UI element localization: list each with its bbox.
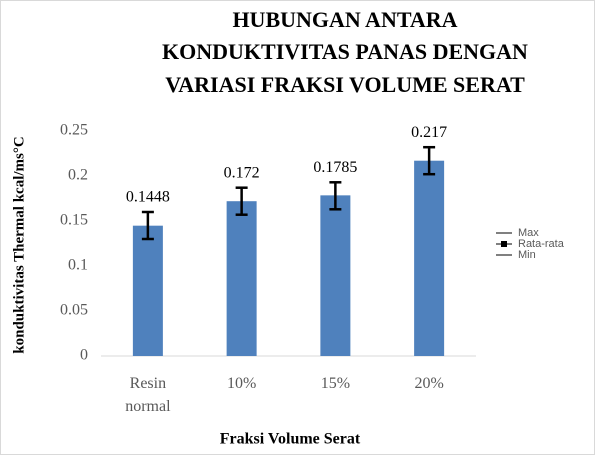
bar — [414, 160, 445, 356]
data-label: 0.172 — [224, 164, 260, 181]
x-tick-label: 15% — [320, 375, 351, 392]
legend-label: Rata-rata — [518, 238, 565, 250]
legend-label: Max — [518, 227, 539, 239]
x-tick-label: 10% — [226, 375, 257, 392]
data-label: 0.217 — [411, 124, 447, 141]
chart-title: VARIASI FRAKSI VOLUME SERAT — [165, 72, 525, 97]
x-tick-label: Resin normal — [125, 375, 171, 415]
y-tick-label: 0.15 — [60, 212, 88, 229]
chart-title: HUBUNGAN ANTARA — [232, 7, 457, 32]
x-tick-label: 20% — [414, 375, 444, 392]
data-label: 0.1448 — [126, 189, 170, 206]
y-tick-label: 0 — [80, 347, 88, 364]
bar — [132, 225, 163, 356]
bar — [320, 195, 351, 356]
bar — [226, 201, 257, 356]
y-tick-label: 0.05 — [60, 302, 88, 319]
y-tick-label: 0.2 — [68, 167, 88, 184]
legend-label: Min — [518, 249, 536, 261]
x-axis-title: Fraksi Volume Serat — [220, 431, 361, 448]
chart-title: KONDUKTIVITAS PANAS DENGAN — [162, 39, 528, 64]
data-label: 0.1785 — [313, 159, 357, 176]
legend-marker — [501, 241, 507, 247]
y-tick-label: 0.1 — [68, 257, 88, 274]
y-axis-title: konduktivitas Thermal kcal/ms°C — [11, 136, 27, 353]
y-tick-label: 0.25 — [60, 122, 88, 139]
